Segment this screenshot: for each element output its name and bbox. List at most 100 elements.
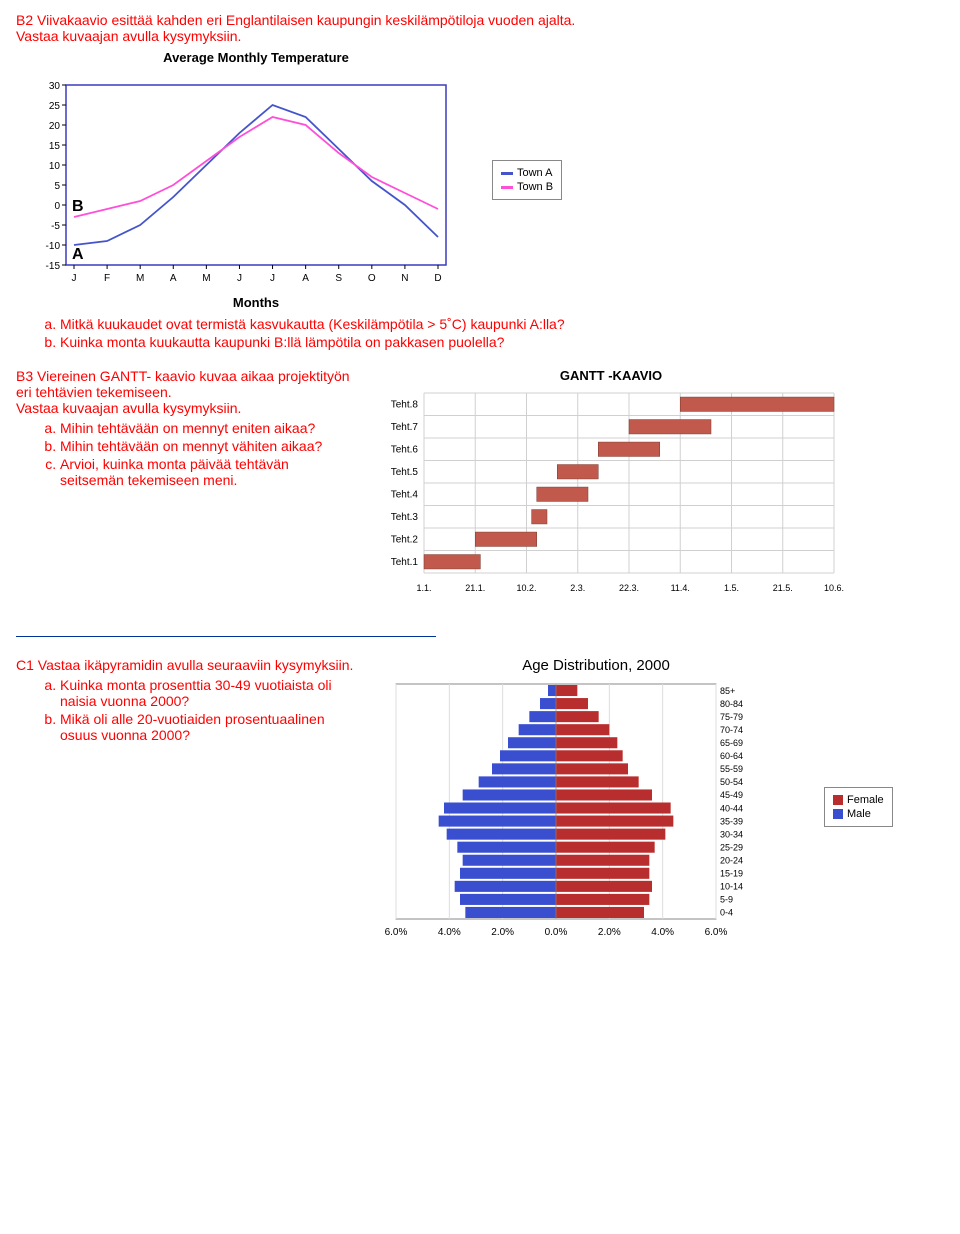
svg-text:25-29: 25-29 [720, 842, 743, 852]
svg-text:Teht.6: Teht.6 [391, 445, 419, 456]
svg-text:10.2.: 10.2. [516, 583, 536, 593]
b3-chart-title: GANTT -KAAVIO [376, 368, 846, 383]
svg-text:F: F [104, 273, 110, 284]
svg-text:25: 25 [49, 101, 61, 112]
b3-intro-1: B3 Viereinen GANTT- kaavio kuvaa aikaa p… [16, 368, 356, 400]
svg-text:40-44: 40-44 [720, 803, 743, 813]
svg-text:O: O [368, 273, 376, 284]
b2-xlabel: Months [26, 295, 486, 310]
legend-label: Town B [517, 181, 553, 193]
svg-text:A: A [170, 273, 177, 284]
svg-text:10-14: 10-14 [720, 882, 743, 892]
svg-text:M: M [202, 273, 210, 284]
legend-swatch [501, 172, 513, 175]
svg-text:45-49: 45-49 [720, 790, 743, 800]
b3-gantt-chart: 1.1.21.1.10.2.2.3.22.3.11.4.1.5.21.5.10.… [376, 383, 846, 613]
b2-chart-row: -15-10-5051015202530JFMAMJJASONDAB Town … [26, 65, 944, 295]
svg-text:1.5.: 1.5. [724, 583, 739, 593]
legend-item: Female [833, 794, 884, 806]
svg-text:20-24: 20-24 [720, 856, 743, 866]
svg-text:65-69: 65-69 [720, 738, 743, 748]
c1-intro: C1 Vastaa ikäpyramidin avulla seuraaviin… [16, 657, 356, 673]
svg-text:10.6.: 10.6. [824, 583, 844, 593]
b3-text: B3 Viereinen GANTT- kaavio kuvaa aikaa p… [16, 368, 356, 492]
b2-q-b: Kuinka monta kuukautta kaupunki B:llä lä… [60, 334, 944, 350]
b2-section: B2 Viivakaavio esittää kahden eri Englan… [16, 12, 944, 350]
b2-line-chart: -15-10-5051015202530JFMAMJJASONDAB [26, 65, 486, 295]
svg-text:J: J [72, 273, 77, 284]
c1-q-b: Mikä oli alle 20-vuotiaiden prosentuaali… [60, 711, 356, 743]
b2-intro-1: B2 Viivakaavio esittää kahden eri Englan… [16, 12, 944, 28]
b2-chart-wrap: Average Monthly Temperature -15-10-50510… [26, 50, 944, 310]
b2-legend: Town A Town B [492, 160, 562, 200]
svg-text:70-74: 70-74 [720, 725, 743, 735]
svg-text:21.5.: 21.5. [773, 583, 793, 593]
legend-item: Male [833, 808, 884, 820]
svg-text:5-9: 5-9 [720, 895, 733, 905]
svg-text:15-19: 15-19 [720, 869, 743, 879]
svg-text:10: 10 [49, 161, 61, 172]
svg-text:4.0%: 4.0% [438, 927, 461, 938]
svg-text:60-64: 60-64 [720, 751, 743, 761]
b3-chart-wrap: GANTT -KAAVIO 1.1.21.1.10.2.2.3.22.3.11.… [376, 368, 846, 616]
legend-swatch [833, 795, 843, 805]
c1-section: C1 Vastaa ikäpyramidin avulla seuraaviin… [16, 657, 944, 957]
c1-legend: Female Male [824, 787, 893, 827]
c1-pyramid-chart: 6.0%4.0%2.0%0.0%2.0%4.0%6.0%85+80-8475-7… [376, 674, 816, 954]
svg-text:85+: 85+ [720, 686, 735, 696]
svg-text:22.3.: 22.3. [619, 583, 639, 593]
legend-swatch [833, 809, 843, 819]
divider [16, 636, 436, 637]
c1-text: C1 Vastaa ikäpyramidin avulla seuraaviin… [16, 657, 356, 747]
svg-text:30-34: 30-34 [720, 829, 743, 839]
b3-questions: Mihin tehtävään on mennyt eniten aikaa? … [16, 420, 356, 488]
svg-text:2.0%: 2.0% [491, 927, 514, 938]
svg-text:Teht.4: Teht.4 [391, 490, 419, 501]
legend-item: Town A [501, 167, 553, 179]
svg-text:20: 20 [49, 121, 61, 132]
c1-chart-wrap: Age Distribution, 2000 6.0% 4.0% 2.0% 0.0% 2… [376, 657, 893, 957]
svg-text:50-54: 50-54 [720, 777, 743, 787]
c1-questions: Kuinka monta prosenttia 30-49 vuotiaista… [16, 677, 356, 743]
svg-text:-15: -15 [46, 261, 61, 272]
svg-text:80-84: 80-84 [720, 699, 743, 709]
svg-text:35-39: 35-39 [720, 816, 743, 826]
svg-text:1.1.: 1.1. [416, 583, 431, 593]
svg-text:Teht.8: Teht.8 [391, 400, 419, 411]
svg-text:4.0%: 4.0% [651, 927, 674, 938]
svg-text:Teht.5: Teht.5 [391, 467, 419, 478]
svg-text:Teht.3: Teht.3 [391, 512, 419, 523]
legend-swatch [501, 186, 513, 189]
legend-item: Town B [501, 181, 553, 193]
svg-text:11.4.: 11.4. [671, 583, 690, 593]
svg-text:-5: -5 [51, 221, 60, 232]
svg-text:21.1.: 21.1. [465, 583, 485, 593]
svg-text:A: A [72, 246, 84, 263]
b3-q-a: Mihin tehtävään on mennyt eniten aikaa? [60, 420, 356, 436]
b2-questions: Mitkä kuukaudet ovat termistä kasvukautt… [16, 316, 944, 350]
b2-chart-title: Average Monthly Temperature [26, 50, 486, 65]
svg-text:6.0%: 6.0% [385, 927, 408, 938]
legend-label: Town A [517, 167, 552, 179]
c1-chart-title: Age Distribution, 2000 [376, 657, 816, 674]
c1-chart-col: Age Distribution, 2000 6.0% 4.0% 2.0% 0.0% 2… [376, 657, 816, 957]
svg-text:30: 30 [49, 81, 61, 92]
svg-text:J: J [270, 273, 275, 284]
svg-text:A: A [302, 273, 309, 284]
b2-q-a: Mitkä kuukaudet ovat termistä kasvukautt… [60, 316, 944, 332]
svg-text:J: J [237, 273, 242, 284]
svg-text:55-59: 55-59 [720, 764, 743, 774]
legend-label: Female [847, 794, 884, 806]
svg-text:6.0%: 6.0% [705, 927, 728, 938]
svg-text:0.0%: 0.0% [545, 927, 568, 938]
svg-text:5: 5 [54, 181, 60, 192]
svg-text:Teht.1: Teht.1 [391, 557, 419, 568]
b3-section: B3 Viereinen GANTT- kaavio kuvaa aikaa p… [16, 368, 944, 616]
svg-text:15: 15 [49, 141, 61, 152]
b3-q-b: Mihin tehtävään on mennyt vähiten aikaa? [60, 438, 356, 454]
svg-text:Teht.2: Teht.2 [391, 535, 419, 546]
b2-intro-2: Vastaa kuvaajan avulla kysymyksiin. [16, 28, 944, 44]
svg-text:75-79: 75-79 [720, 712, 743, 722]
svg-text:Teht.7: Teht.7 [391, 422, 419, 433]
svg-text:0-4: 0-4 [720, 908, 733, 918]
